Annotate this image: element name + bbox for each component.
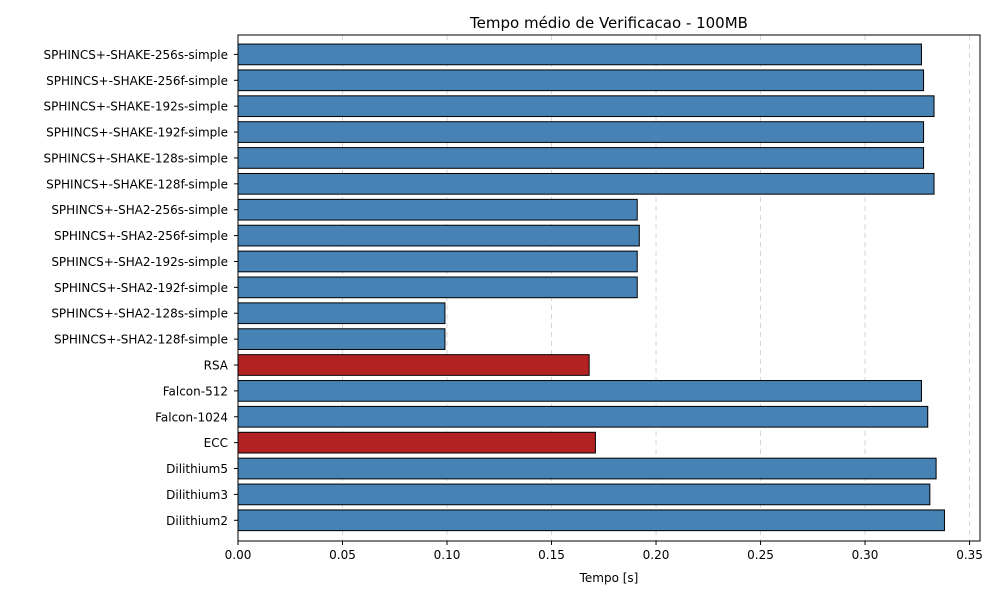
x-tick-label: 0.05 — [329, 548, 356, 562]
bar — [237, 302, 446, 325]
x-tick-label: 0.00 — [225, 548, 252, 562]
y-tick-label: RSA — [204, 359, 229, 373]
y-tick-label: SPHINCS+-SHAKE-256s-simple — [44, 48, 229, 62]
x-tick-label: 0.15 — [538, 548, 565, 562]
x-axis-label: Tempo [s] — [579, 571, 639, 585]
bar — [237, 121, 925, 143]
bar — [237, 509, 945, 532]
bar — [237, 43, 922, 66]
y-tick-label: Dilithium2 — [166, 514, 228, 528]
bar — [237, 405, 929, 428]
y-tick-label: SPHINCS+-SHAKE-192f-simple — [46, 126, 228, 140]
bar — [237, 431, 596, 454]
y-tick-label: SPHINCS+-SHAKE-128f-simple — [46, 177, 228, 191]
y-tick-label: SPHINCS+-SHAKE-256f-simple — [46, 74, 228, 88]
bar — [237, 276, 638, 299]
chart-title: Tempo médio de Verificacao - 100MB — [469, 14, 748, 32]
y-tick-label: SPHINCS+-SHA2-128f-simple — [54, 333, 228, 347]
y-tick-label: ECC — [204, 436, 228, 450]
y-tick-label: Falcon-1024 — [155, 410, 228, 424]
y-tick-label: SPHINCS+-SHAKE-128s-simple — [44, 151, 229, 165]
bar — [237, 69, 925, 92]
y-tick-label: SPHINCS+-SHA2-192s-simple — [51, 255, 228, 269]
bar — [237, 380, 922, 402]
bar — [237, 354, 590, 376]
y-tick-label: SPHINCS+-SHA2-256f-simple — [54, 229, 228, 243]
y-tick-labels: SPHINCS+-SHAKE-256s-simple SPHINCS+-SHAKE… — [44, 48, 238, 528]
bar — [237, 224, 640, 247]
y-tick-label: SPHINCS+-SHA2-256s-simple — [51, 203, 228, 217]
bar — [237, 250, 638, 273]
y-tick-label: Dilithium3 — [166, 488, 228, 502]
bars-group — [237, 43, 945, 532]
x-tick-label: 0.25 — [747, 548, 774, 562]
bar — [237, 198, 638, 221]
bar — [237, 172, 935, 195]
bar — [237, 483, 931, 506]
x-tick-label: 0.35 — [956, 548, 983, 562]
y-tick-label: SPHINCS+-SHAKE-192s-simple — [44, 100, 229, 114]
bar — [237, 457, 937, 480]
y-tick-label: Falcon-512 — [163, 384, 228, 398]
y-tick-label: Dilithium5 — [166, 462, 228, 476]
bar — [237, 147, 925, 169]
x-tick-label: 0.10 — [434, 548, 461, 562]
y-tick-label: SPHINCS+-SHA2-128s-simple — [51, 307, 228, 321]
bar — [237, 95, 935, 118]
y-tick-label: SPHINCS+-SHA2-192f-simple — [54, 281, 228, 295]
x-tick-labels: 0.00 0.05 0.10 0.15 0.20 0.25 0.30 0.35 — [225, 541, 983, 562]
bar — [237, 328, 446, 350]
x-tick-label: 0.20 — [643, 548, 670, 562]
x-tick-label: 0.30 — [852, 548, 879, 562]
plot-frame — [237, 34, 981, 542]
